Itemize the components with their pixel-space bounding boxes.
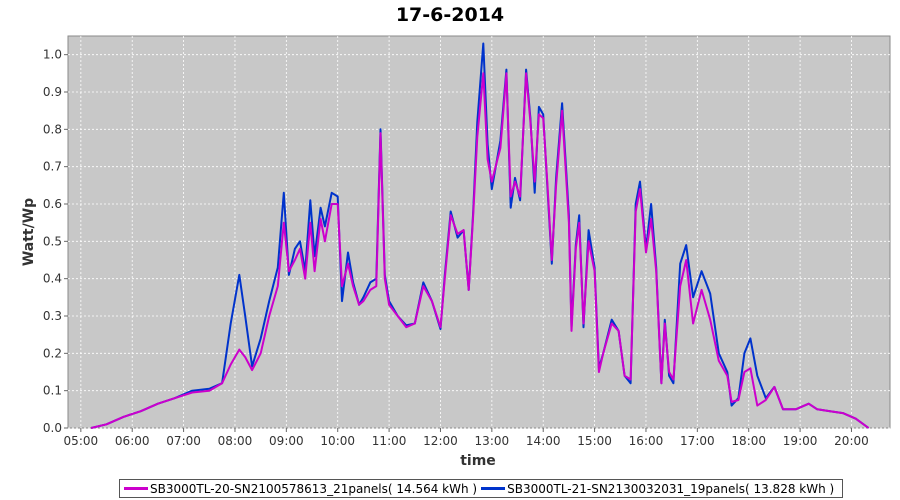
- x-tick-label: 20:00: [834, 434, 869, 448]
- x-tick-label: 06:00: [115, 434, 150, 448]
- x-tick-label: 07:00: [166, 434, 201, 448]
- x-tick-label: 09:00: [269, 434, 304, 448]
- y-tick-label: 0.9: [43, 85, 62, 99]
- y-tick-label: 0.8: [43, 122, 62, 136]
- x-tick-label: 15:00: [577, 434, 612, 448]
- y-tick-label: 0.2: [43, 346, 62, 360]
- x-tick-label: 10:00: [320, 434, 355, 448]
- x-tick-label: 12:00: [423, 434, 458, 448]
- x-tick-label: 14:00: [526, 434, 561, 448]
- series-layer: [90, 42, 870, 429]
- chart-title: 17-6-2014: [395, 4, 505, 26]
- plot-area: [67, 35, 891, 429]
- y-tick-label: 0.4: [43, 272, 62, 286]
- legend-label: SB3000TL-20-SN2100578613_21panels( 14.56…: [150, 481, 478, 496]
- legend-label: SB3000TL-21-SN2130032031_19panels( 13.82…: [507, 481, 835, 496]
- y-tick-label: 0.5: [43, 234, 62, 248]
- legend-item-1: SB3000TL-20-SN2100578613_21panels( 14.56…: [124, 482, 477, 496]
- series-line-2: [90, 42, 870, 429]
- y-tick-label: 0.7: [43, 160, 62, 174]
- y-tick-label: 0.1: [43, 384, 62, 398]
- y-tick-label: 0.0: [43, 421, 62, 435]
- x-axis-label: time: [460, 453, 496, 469]
- series-line-1: [90, 72, 870, 429]
- line-chart: 0.00.10.20.30.40.50.60.70.80.91.0 05:00 0…: [21, 35, 891, 469]
- x-tick-label: 05:00: [64, 434, 99, 448]
- legend-item-2: SB3000TL-21-SN2130032031_19panels( 13.82…: [481, 482, 834, 496]
- grid-lines: [68, 36, 890, 429]
- x-tick-label: 08:00: [218, 434, 253, 448]
- x-tick-label: 17:00: [680, 434, 715, 448]
- legend-swatch: [481, 487, 506, 490]
- x-tick-label: 16:00: [629, 434, 664, 448]
- x-tick-label: 13:00: [475, 434, 510, 448]
- y-tick-label: 0.3: [43, 309, 62, 323]
- x-axis-ticks: 05:00 06:00 07:00 08:00 09:00 10:00 11:00 12:00…: [64, 428, 869, 448]
- legend-swatch: [124, 487, 148, 490]
- x-tick-label: 11:00: [372, 434, 407, 448]
- x-tick-label: 19:00: [783, 434, 818, 448]
- y-tick-label: 0.6: [43, 197, 62, 211]
- y-axis-ticks: 0.0 0.1 0.2 0.3 0.4 0.5 0.6 0.7 0.8 0.9 1.0: [43, 48, 68, 435]
- x-tick-label: 18:00: [731, 434, 766, 448]
- y-axis-label: Watt/Wp: [21, 198, 37, 266]
- legend: SB3000TL-20-SN2100578613_21panels( 14.56…: [119, 479, 844, 498]
- y-tick-label: 1.0: [43, 48, 62, 62]
